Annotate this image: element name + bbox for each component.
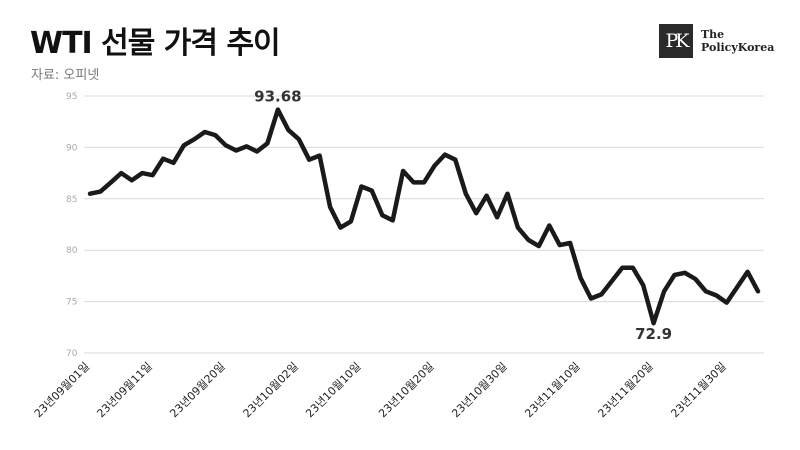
- y-tick-label: 85: [66, 195, 77, 205]
- x-tick-label: 23년09월11일: [94, 359, 155, 420]
- x-tick-label: 23년10월20일: [375, 359, 436, 420]
- y-tick-label: 95: [66, 92, 77, 102]
- source-note: 자료: 오피넷: [31, 68, 100, 83]
- x-tick-label: 23년10월30일: [449, 359, 510, 420]
- logo-line-1: The: [701, 28, 725, 41]
- x-tick-label: 23년11월10일: [522, 359, 583, 420]
- x-tick-label: 23년09월01일: [31, 359, 92, 420]
- data-label: 93.68: [254, 88, 301, 106]
- x-tick-label: 23년09월20일: [167, 359, 228, 420]
- logo: PK The PolicyKorea: [659, 24, 774, 58]
- logo-text: The PolicyKorea: [701, 28, 774, 54]
- logo-line-2: PolicyKorea: [701, 41, 775, 54]
- x-tick-label: 23년10월10일: [302, 359, 363, 420]
- y-tick-label: 90: [66, 143, 78, 153]
- y-tick-label: 80: [66, 246, 78, 256]
- logo-mark: PK: [659, 24, 693, 58]
- x-tick-label: 23년11월30일: [668, 359, 729, 420]
- chart-title: WTI 선물 가격 추이: [30, 26, 281, 61]
- y-tick-label: 75: [66, 298, 77, 308]
- y-tick-label: 70: [66, 349, 78, 359]
- x-tick-label: 23년11월20일: [595, 359, 656, 420]
- x-tick-label: 23년10월02일: [240, 359, 301, 420]
- series-line: [87, 107, 761, 326]
- data-label: 72.9: [635, 325, 672, 343]
